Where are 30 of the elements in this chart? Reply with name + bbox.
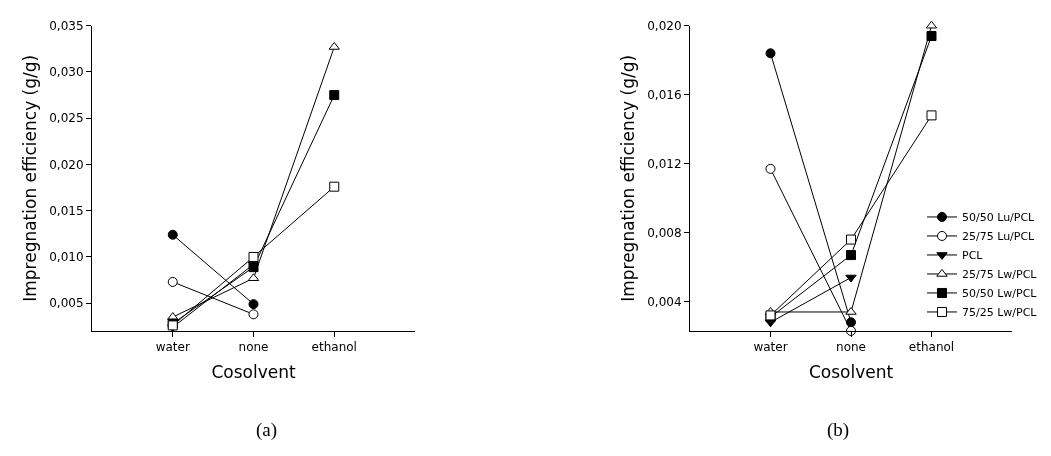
- x-tick-label: water: [753, 340, 788, 355]
- legend-label: PCL: [962, 249, 984, 263]
- legend-label: 25/75 Lu/PCL: [962, 230, 1036, 244]
- y-tick-label: 0,012: [647, 156, 682, 171]
- y-tick-label: 0,010: [49, 250, 84, 265]
- x-tick-label: water: [155, 340, 190, 355]
- y-axis-title: Impregnation efficiency (g/g): [19, 54, 40, 302]
- x-tick-label: none: [238, 340, 269, 355]
- legend-label: 25/75 Lw/PCL: [962, 268, 1038, 282]
- x-axis-title: Cosolvent: [211, 361, 296, 382]
- y-tick-label: 0,025: [49, 111, 84, 126]
- y-tick-label: 0,016: [647, 87, 682, 102]
- y-tick-label: 0,008: [647, 225, 682, 240]
- legend-label: 50/50 Lw/PCL: [962, 287, 1038, 301]
- y-tick-label: 0,020: [49, 157, 84, 172]
- x-axis-title: Cosolvent: [808, 361, 894, 382]
- text: (a): [256, 419, 278, 441]
- y-tick-label: 0,004: [647, 294, 682, 309]
- y-tick-label: 0,030: [49, 65, 84, 80]
- y-axis-title: Impregnation efficiency (g/g): [617, 54, 638, 302]
- legend-label: 75/25 Lw/PCL: [962, 306, 1038, 320]
- y-tick-label: 0,005: [49, 296, 84, 311]
- text: (b): [827, 419, 850, 441]
- y-tick-label: 0,020: [647, 18, 682, 33]
- x-tick-label: none: [836, 340, 866, 355]
- x-tick-label: ethanol: [311, 340, 357, 355]
- legend-label: 50/50 Lu/PCL: [962, 211, 1036, 225]
- y-tick-label: 0,015: [49, 203, 84, 218]
- y-tick-label: 0,035: [49, 18, 84, 33]
- x-tick-label: ethanol: [908, 340, 955, 355]
